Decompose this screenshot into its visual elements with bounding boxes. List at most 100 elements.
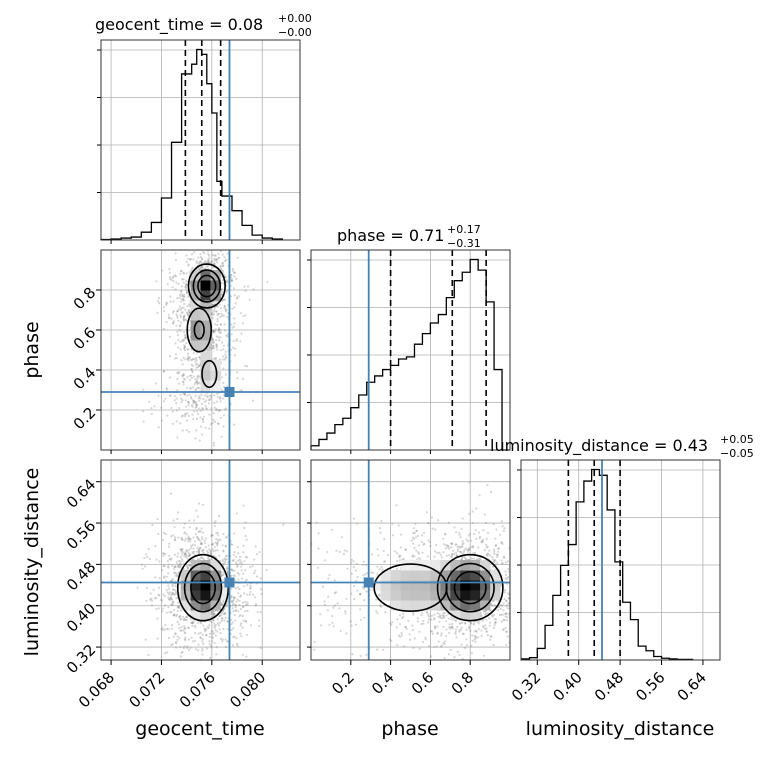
density-geocent-time-vs-phase-sample-point <box>210 338 213 341</box>
density-geocent-time-vs-luminosity-distance-sample-point <box>194 648 198 651</box>
density-geocent-time-vs-phase-sample-point <box>224 310 227 313</box>
density-geocent-time-vs-luminosity-distance-sample-point <box>244 569 247 572</box>
density-phase-vs-luminosity-distance-density-cell <box>490 580 501 591</box>
density-geocent-time-vs-phase-sample-point <box>175 420 178 423</box>
density-geocent-time-vs-phase-sample-point <box>223 408 226 411</box>
density-phase-vs-luminosity-distance-sample-point <box>507 567 510 571</box>
density-geocent-time-vs-luminosity-distance-sample-point <box>167 606 170 609</box>
density-phase-vs-luminosity-distance-sample-point <box>512 528 514 530</box>
density-geocent-time-vs-luminosity-distance-sample-point <box>211 543 214 546</box>
density-geocent-time-vs-phase-sample-point <box>182 315 186 318</box>
density-phase-vs-luminosity-distance-sample-point <box>473 551 476 555</box>
density-geocent-time-vs-phase-sample-point <box>177 319 180 322</box>
density-geocent-time-vs-phase-sample-point <box>187 400 190 403</box>
density-geocent-time-vs-phase-sample-point <box>148 400 151 403</box>
density-geocent-time-vs-luminosity-distance-sample-point <box>161 607 165 610</box>
density-phase-vs-luminosity-distance-plot <box>280 460 558 660</box>
density-geocent-time-vs-phase-sample-point <box>198 439 201 442</box>
density-geocent-time-vs-luminosity-distance-sample-point <box>186 646 189 650</box>
density-geocent-time-vs-luminosity-distance-sample-point <box>174 571 177 575</box>
density-phase-vs-luminosity-distance-density-cell <box>460 590 471 601</box>
density-geocent-time-vs-luminosity-distance-sample-point <box>195 550 198 553</box>
density-geocent-time-vs-phase-sample-point <box>162 327 165 331</box>
density-geocent-time-vs-phase-sample-point <box>220 323 223 326</box>
density-phase-vs-luminosity-distance-sample-point <box>436 632 439 635</box>
density-geocent-time-vs-phase-sample-point <box>225 210 227 212</box>
density-phase-vs-luminosity-distance-density-cell <box>430 560 441 571</box>
density-geocent-time-vs-luminosity-distance-sample-point <box>144 638 147 641</box>
density-geocent-time-vs-luminosity-distance-sample-point <box>177 565 180 568</box>
density-geocent-time-vs-phase-sample-point <box>197 262 200 265</box>
density-geocent-time-vs-luminosity-distance-sample-point <box>218 614 222 618</box>
density-geocent-time-vs-phase-sample-point <box>232 340 235 343</box>
density-phase-vs-luminosity-distance-sample-point <box>426 521 429 525</box>
density-geocent-time-vs-phase-sample-point <box>170 278 173 281</box>
density-geocent-time-vs-phase-sample-point <box>221 261 224 264</box>
density-phase-vs-luminosity-distance-sample-point <box>556 576 558 578</box>
density-geocent-time-vs-phase-sample-point <box>195 363 198 366</box>
density-phase-vs-luminosity-distance-sample-point <box>363 599 366 602</box>
density-geocent-time-vs-luminosity-distance-sample-point <box>255 575 259 578</box>
density-geocent-time-vs-luminosity-distance-sample-point <box>185 554 188 557</box>
density-geocent-time-vs-phase-sample-point <box>239 340 242 343</box>
density-phase-vs-luminosity-distance-sample-point <box>411 629 414 632</box>
density-geocent-time-vs-phase-sample-point <box>181 311 184 314</box>
density-geocent-time-vs-luminosity-distance-sample-point <box>162 564 165 568</box>
density-geocent-time-vs-phase-sample-point <box>189 386 192 389</box>
density-phase-vs-luminosity-distance-sample-point <box>443 611 446 614</box>
density-geocent-time-vs-luminosity-distance-sample-point <box>145 553 148 556</box>
density-phase-vs-luminosity-distance-sample-point <box>472 532 476 536</box>
density-geocent-time-vs-phase-sample-point <box>180 415 183 418</box>
density-phase-vs-luminosity-distance-sample-point <box>451 625 454 628</box>
density-geocent-time-vs-luminosity-distance-sample-point <box>231 621 234 624</box>
density-geocent-time-vs-luminosity-distance-sample-point <box>167 596 170 599</box>
density-geocent-time-vs-luminosity-distance-sample-point <box>210 620 213 624</box>
density-phase-vs-luminosity-distance-sample-point <box>500 540 503 544</box>
density-geocent-time-vs-luminosity-distance-sample-point <box>179 629 182 632</box>
density-geocent-time-vs-phase-sample-point <box>223 323 226 326</box>
density-geocent-time-vs-phase-sample-point <box>184 413 187 416</box>
density-geocent-time-vs-luminosity-distance-sample-point <box>211 613 214 616</box>
density-geocent-time-vs-luminosity-distance-sample-point <box>230 574 233 577</box>
density-geocent-time-vs-luminosity-distance-sample-point <box>201 640 204 643</box>
density-geocent-time-vs-luminosity-distance-sample-point <box>168 591 172 594</box>
xlabel-geocent-time: geocent_time <box>135 718 264 740</box>
density-geocent-time-vs-phase-sample-point <box>215 409 218 412</box>
density-geocent-time-vs-phase-sample-point <box>181 363 184 366</box>
density-phase-vs-luminosity-distance-sample-point <box>411 554 414 557</box>
density-geocent-time-vs-luminosity-distance-sample-point <box>200 556 203 559</box>
density-geocent-time-vs-luminosity-distance-sample-point <box>239 555 242 559</box>
density-phase-vs-luminosity-distance-sample-point <box>444 640 447 643</box>
density-geocent-time-vs-phase-sample-point <box>207 259 210 262</box>
density-geocent-time-vs-luminosity-distance-sample-point <box>150 599 154 603</box>
density-phase-vs-luminosity-distance-sample-point <box>450 542 453 546</box>
density-phase-vs-luminosity-distance-sample-point <box>350 572 353 575</box>
density-phase-vs-luminosity-distance-sample-point <box>477 620 480 623</box>
density-phase-vs-luminosity-distance-sample-point <box>470 539 473 542</box>
density-geocent-time-vs-phase-sample-point <box>180 270 183 273</box>
density-geocent-time-vs-luminosity-distance-sample-point <box>235 637 238 640</box>
density-phase-vs-luminosity-distance-sample-point <box>412 646 415 650</box>
density-geocent-time-vs-luminosity-distance-sample-point <box>196 515 199 518</box>
density-geocent-time-vs-luminosity-distance-sample-point <box>179 555 182 559</box>
density-geocent-time-vs-phase-sample-point <box>213 406 216 409</box>
density-geocent-time-vs-luminosity-distance-sample-point <box>240 577 244 580</box>
density-geocent-time-vs-phase-sample-point <box>174 275 177 278</box>
density-phase-vs-luminosity-distance-sample-point <box>486 483 489 487</box>
density-phase-vs-luminosity-distance-sample-point <box>345 550 349 553</box>
density-phase-vs-luminosity-distance-sample-point <box>460 545 463 548</box>
density-geocent-time-vs-luminosity-distance-sample-point <box>222 600 225 603</box>
density-phase-vs-luminosity-distance-sample-point <box>452 553 456 556</box>
density-phase-vs-luminosity-distance-sample-point <box>305 536 307 538</box>
xtick-label-geocent-time: 0.072 <box>125 668 168 711</box>
density-geocent-time-vs-luminosity-distance-sample-point <box>244 619 247 623</box>
density-phase-vs-luminosity-distance-sample-point <box>280 606 282 608</box>
density-geocent-time-vs-phase-sample-point <box>239 312 242 315</box>
density-geocent-time-vs-phase-sample-point <box>215 258 218 261</box>
density-phase-vs-luminosity-distance-sample-point <box>515 633 517 635</box>
density-phase-vs-luminosity-distance-sample-point <box>523 523 525 525</box>
density-phase-vs-luminosity-distance-sample-point <box>381 568 384 571</box>
density-geocent-time-vs-luminosity-distance-sample-point <box>162 593 165 596</box>
density-phase-vs-luminosity-distance-sample-point <box>489 638 492 641</box>
density-geocent-time-vs-phase-sample-point <box>186 358 189 361</box>
